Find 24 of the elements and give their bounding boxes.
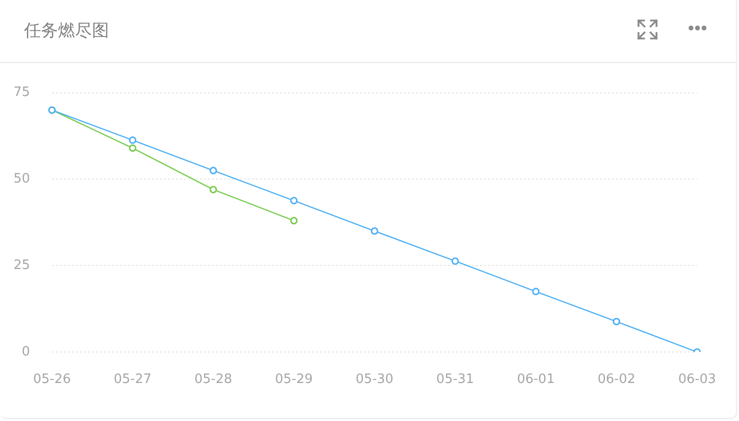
point [210,186,218,194]
y-tick-label: 25 [13,258,30,273]
x-tick-label: 05-26 [33,372,71,388]
x-tick-label: 05-29 [275,372,313,388]
point [128,144,136,152]
point [210,166,218,174]
x-tick-label: 06-03 [678,372,716,388]
chart-title: 任务燃尽图 [24,20,109,42]
point [290,196,298,204]
y-tick-label: 0 [22,344,30,360]
point [128,136,136,144]
x-tick-label: 05-28 [194,372,232,388]
point [370,227,378,235]
point [290,216,298,224]
x-tick-label: 05-31 [436,372,474,388]
y-tick-label: 50 [13,172,30,187]
y-tick-label: 75 [13,85,30,100]
x-tick-label: 06-01 [516,372,555,388]
point [451,257,459,265]
point [532,288,540,296]
x-tick-label: 05-30 [356,372,394,388]
point [612,318,620,326]
x-tick-label: 06-02 [598,372,636,388]
x-tick-label: 05-27 [114,372,152,388]
